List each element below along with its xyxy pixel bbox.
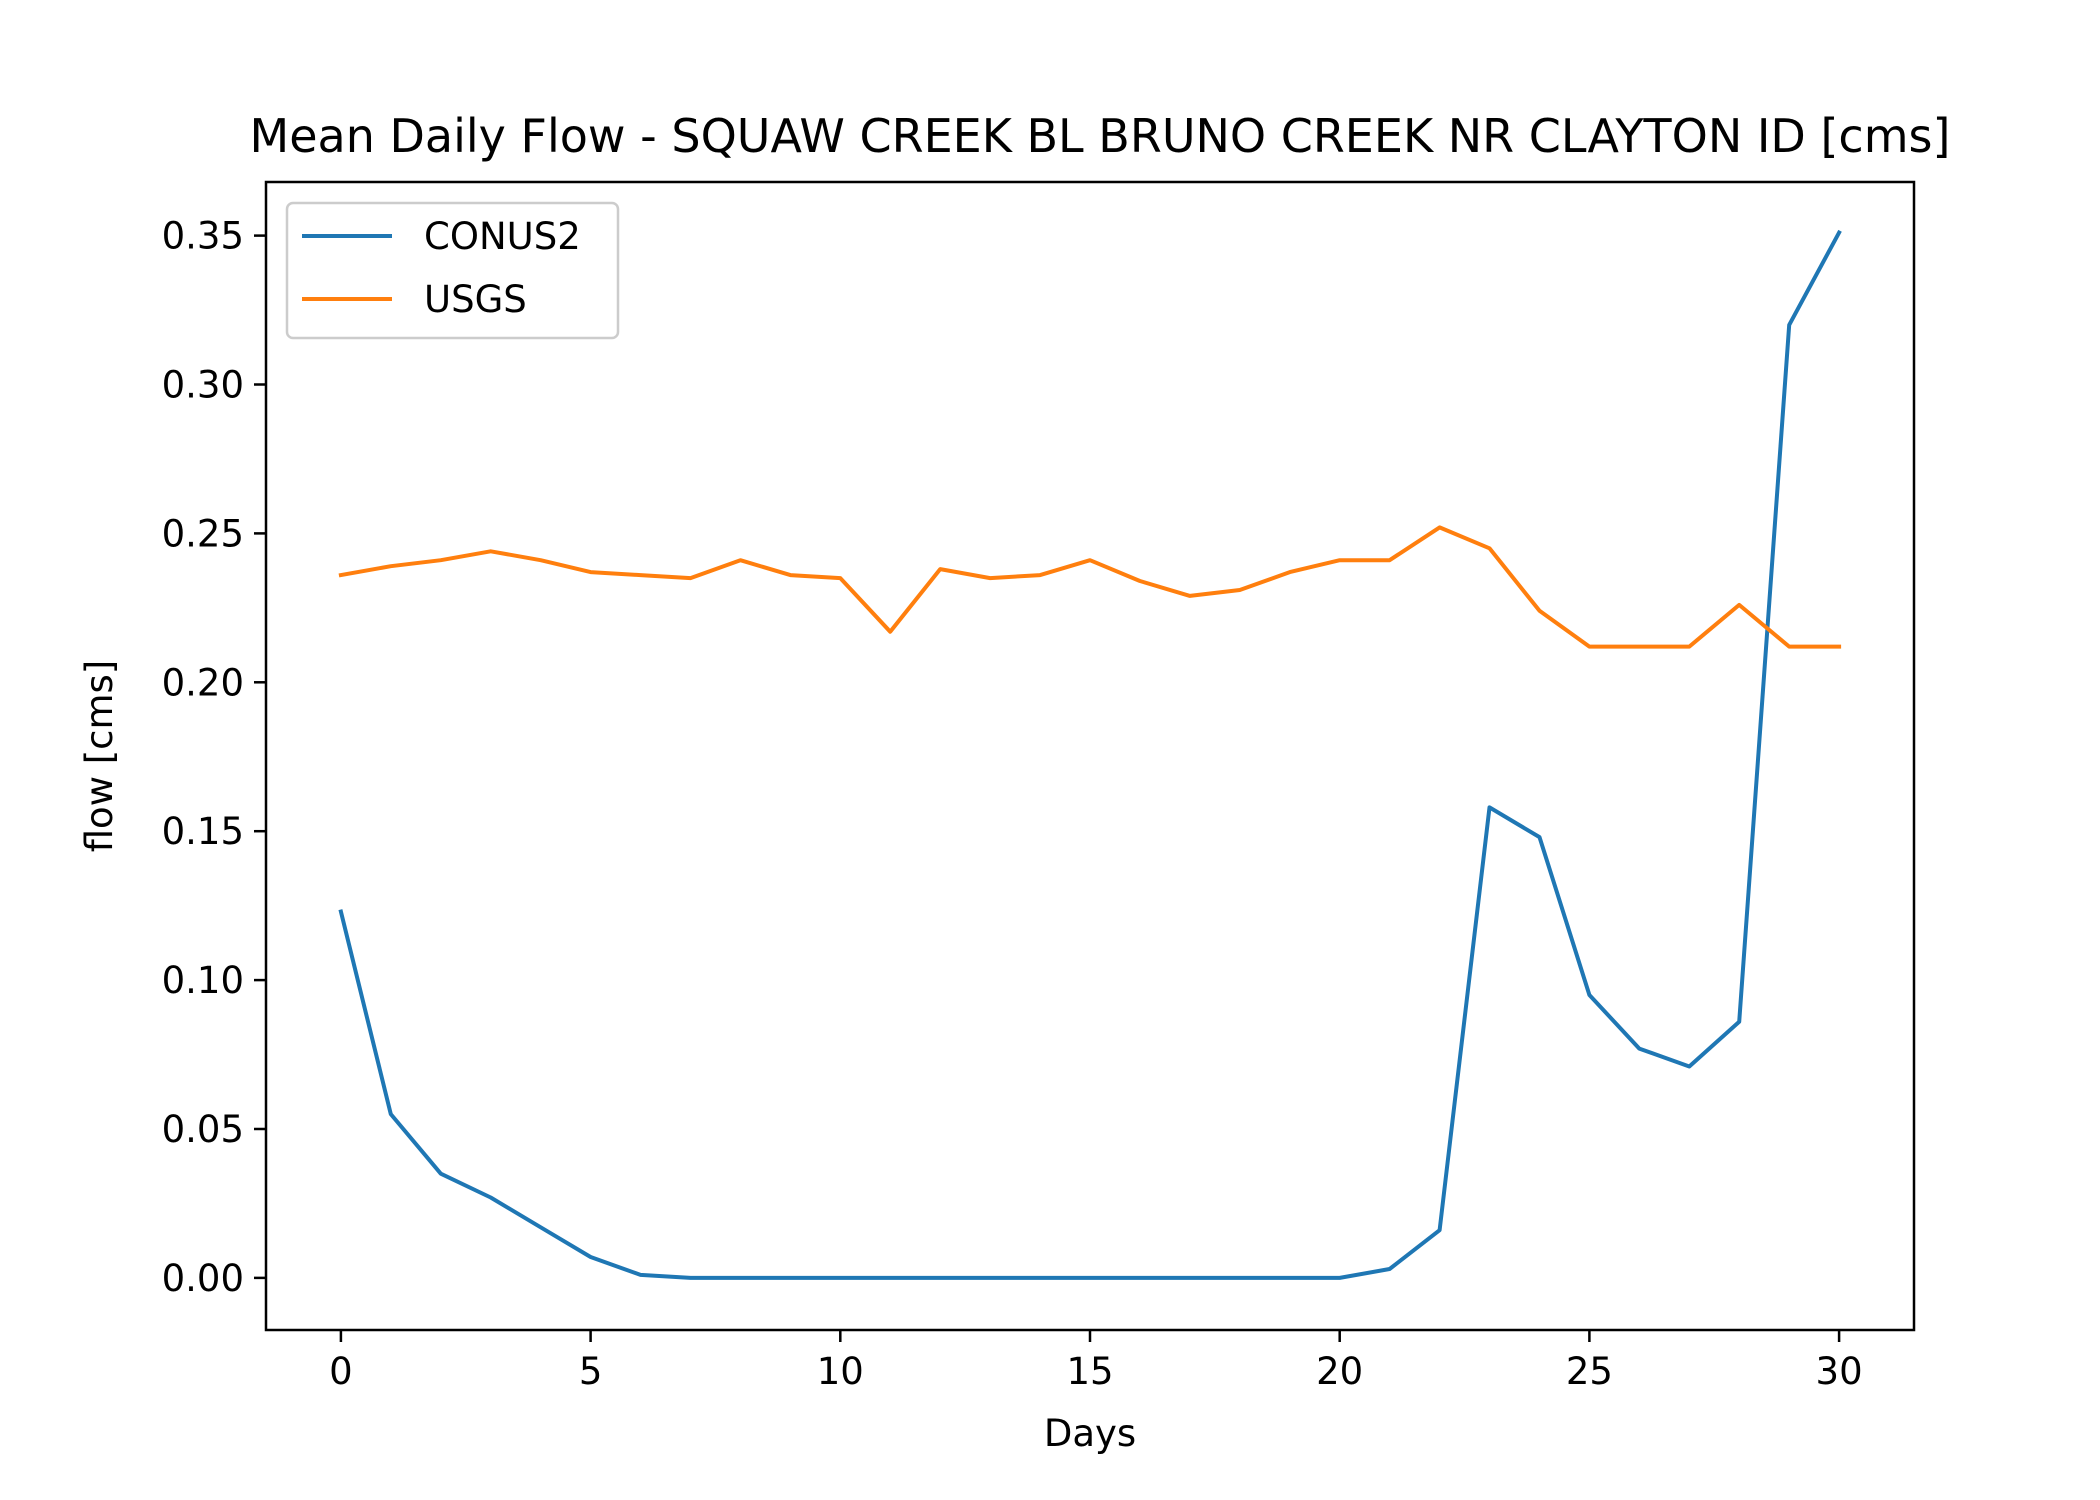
legend-label-usgs: USGS [424, 278, 527, 321]
x-tick-label: 5 [579, 1350, 603, 1393]
series-line-usgs [338, 525, 1842, 649]
legend-label-conus2: CONUS2 [424, 215, 581, 258]
y-axis: 0.00 0.05 0.10 0.15 0.20 0.25 0.30 0.35 [162, 215, 266, 1300]
x-tick-label: 10 [817, 1350, 864, 1393]
x-tick-label: 25 [1566, 1350, 1613, 1393]
chart-title: Mean Daily Flow - SQUAW CREEK BL BRUNO C… [250, 109, 1951, 163]
y-tick-label: 0.00 [162, 1257, 244, 1300]
y-tick-label: 0.05 [162, 1108, 244, 1151]
x-axis: 0 5 10 15 20 25 30 [329, 1330, 1863, 1393]
legend-entries: CONUS2 USGS [302, 215, 581, 321]
x-tick-label: 0 [329, 1350, 353, 1393]
x-axis-label: Days [1044, 1412, 1136, 1455]
y-axis-label: flow [cms] [78, 660, 121, 853]
x-tick-label: 20 [1316, 1350, 1363, 1393]
y-tick-label: 0.35 [162, 215, 244, 258]
x-tick-label: 15 [1066, 1350, 1113, 1393]
y-tick-label: 0.25 [162, 512, 244, 555]
y-tick-label: 0.30 [162, 364, 244, 407]
y-tick-label: 0.20 [162, 661, 244, 704]
y-tick-label: 0.15 [162, 810, 244, 853]
series-line-conus2 [338, 229, 1842, 1280]
y-tick-label: 0.10 [162, 959, 244, 1002]
legend: CONUS2 USGS [285, 201, 620, 340]
x-tick-label: 30 [1816, 1350, 1863, 1393]
series-layer [338, 229, 1842, 1280]
